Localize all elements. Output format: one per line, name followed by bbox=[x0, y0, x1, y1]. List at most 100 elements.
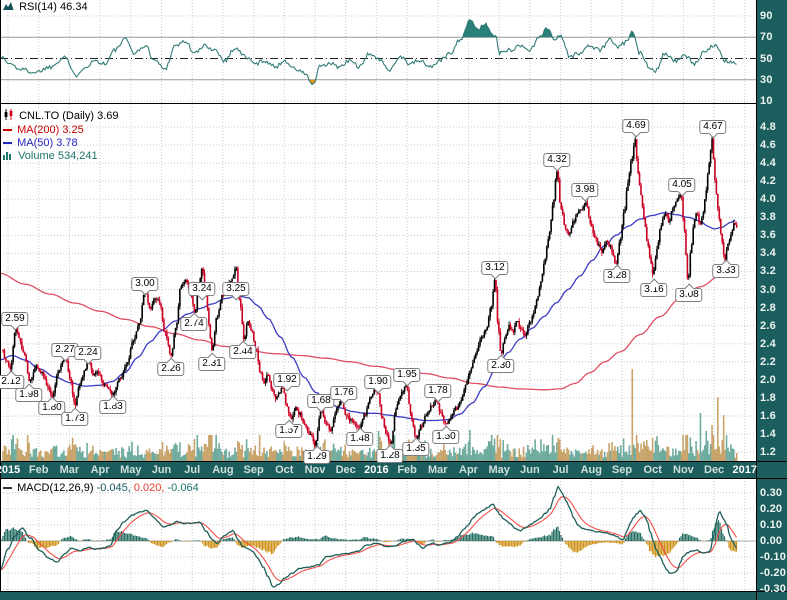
macd-axis-tick: -0.20 bbox=[760, 567, 787, 580]
price-axis-tick: 3.8 bbox=[760, 211, 776, 224]
rsi-legend: RSI(14) 46.34 bbox=[3, 1, 88, 15]
time-axis-label: Feb bbox=[397, 464, 417, 476]
price-annotation: 4.67 bbox=[699, 120, 727, 134]
price-axis-tick: 2.8 bbox=[760, 301, 776, 314]
ma200-value: 3.25 bbox=[62, 124, 84, 136]
time-axis-label: May bbox=[120, 464, 142, 476]
macd-line-icon bbox=[3, 487, 12, 490]
last-price: 3.69 bbox=[97, 110, 119, 122]
price-annotation: 4.69 bbox=[622, 119, 650, 133]
time-axis-label: 2017 bbox=[732, 464, 758, 476]
time-axis-label: Jul bbox=[184, 464, 201, 476]
price-annotation: 4.05 bbox=[668, 178, 696, 192]
time-axis-label: 2016 bbox=[364, 464, 389, 476]
time-axis-label: May bbox=[488, 464, 510, 476]
time-axis-label: Sep bbox=[243, 464, 264, 476]
ma50-line-icon bbox=[3, 142, 12, 145]
time-axis-label: Aug bbox=[212, 464, 234, 476]
price-annotation: 2.30 bbox=[487, 359, 515, 373]
price-annotation: 3.33 bbox=[712, 264, 740, 278]
price-axis-tick: 4.8 bbox=[760, 121, 776, 133]
macd-axis-tick: 0.30 bbox=[760, 486, 783, 499]
rsi-axis-tick: 10 bbox=[760, 95, 773, 107]
price-annotation: 1.76 bbox=[330, 386, 358, 400]
price-axis-tick: 4.4 bbox=[760, 157, 776, 170]
ma50-label: MA(50) bbox=[17, 137, 54, 149]
time-axis-label: Nov bbox=[673, 464, 694, 476]
macd-hist-value: -0.064 bbox=[167, 482, 199, 494]
macd-value: -0.045, bbox=[96, 482, 131, 494]
time-axis-label: Apr bbox=[459, 464, 478, 476]
price-annotation: 3.08 bbox=[675, 288, 703, 302]
macd-label: MACD(12,26,9) bbox=[17, 482, 94, 494]
symbol: CNL.TO bbox=[19, 110, 60, 122]
price-axis-tick: 4.2 bbox=[760, 175, 776, 188]
price-annotation: 1.92 bbox=[273, 373, 301, 387]
time-axis-label: Apr bbox=[90, 464, 110, 476]
price-annotation: 2.44 bbox=[229, 345, 257, 359]
price-axis-tick: 2.0 bbox=[760, 373, 776, 386]
price-annotation: 1.28 bbox=[376, 449, 404, 463]
rsi-value: 46.34 bbox=[60, 1, 88, 13]
price-annotation: 1.50 bbox=[432, 430, 460, 444]
time-axis-label: Jun bbox=[151, 464, 172, 476]
price-annotation: 2.24 bbox=[74, 346, 102, 360]
price-axis-tick: 1.2 bbox=[760, 446, 776, 459]
time-axis-label: Mar bbox=[428, 464, 448, 476]
ma200-label: MA(200) bbox=[17, 124, 60, 136]
price-annotation: 2.31 bbox=[198, 357, 226, 371]
price-axis-tick: 2.6 bbox=[760, 319, 776, 332]
price-annotation: 2.27 bbox=[51, 343, 79, 357]
price-annotation: 1.90 bbox=[364, 375, 392, 389]
rsi-axis-tick: 90 bbox=[760, 10, 773, 22]
area-chart-icon bbox=[3, 1, 14, 15]
price-annotation: 3.16 bbox=[640, 283, 668, 297]
price-annotation: 1.48 bbox=[346, 432, 374, 446]
time-axis-label: Jun bbox=[520, 464, 540, 476]
time-axis-label: Nov bbox=[304, 464, 326, 476]
price-annotation: 1.68 bbox=[307, 394, 335, 408]
price-annotation: 3.00 bbox=[131, 277, 159, 291]
price-annotation: 1.95 bbox=[393, 368, 421, 382]
price-axis-tick: 3.0 bbox=[760, 283, 776, 296]
ma50-value: 3.78 bbox=[56, 137, 78, 149]
price-axis-tick: 2.4 bbox=[760, 337, 776, 350]
time-axis-label: Sep bbox=[611, 464, 633, 476]
rsi-axis-tick: 30 bbox=[760, 73, 773, 86]
price-annotation: 2.26 bbox=[157, 362, 185, 376]
price-axis-tick: 4.6 bbox=[760, 139, 776, 152]
price-annotation: 3.98 bbox=[571, 183, 599, 197]
time-axis-label: Aug bbox=[580, 464, 602, 476]
price-annotation: 1.78 bbox=[424, 384, 452, 398]
price-annotation: 1.29 bbox=[303, 450, 331, 464]
time-axis-label: Oct bbox=[643, 464, 662, 476]
time-axis-label: Mar bbox=[59, 464, 80, 476]
main-legend: CNL.TO (Daily) 3.69 MA(200) 3.25 MA(50) … bbox=[3, 109, 119, 164]
time-axis-label: Feb bbox=[28, 464, 49, 476]
price-annotation: 3.12 bbox=[481, 261, 509, 275]
price-annotation: 3.25 bbox=[222, 282, 250, 296]
volume-label: Volume bbox=[18, 150, 55, 162]
price-annotation: 3.24 bbox=[188, 282, 216, 296]
macd-axis-tick: 0.00 bbox=[760, 535, 783, 547]
macd-signal-value: 0.020, bbox=[133, 482, 165, 494]
price-annotation: 1.98 bbox=[15, 388, 43, 402]
ma200-line-icon bbox=[3, 129, 12, 132]
candlestick-icon bbox=[3, 109, 14, 124]
time-axis-label: 2015 bbox=[0, 464, 21, 476]
price-axis-tick: 1.6 bbox=[760, 409, 776, 422]
price-annotation: 1.35 bbox=[402, 442, 430, 456]
rsi-axis-tick: 70 bbox=[760, 31, 773, 44]
volume-value: 534,241 bbox=[57, 150, 98, 162]
price-axis-tick: 3.4 bbox=[760, 247, 776, 260]
price-axis-tick: 4.0 bbox=[760, 193, 776, 206]
timeframe: (Daily) bbox=[62, 110, 95, 122]
price-annotation: 3.28 bbox=[603, 269, 631, 283]
macd-legend: MACD(12,26,9) -0.045, 0.020, -0.064 bbox=[3, 482, 199, 495]
macd-axis-tick: -0.10 bbox=[760, 551, 787, 564]
macd-axis-tick: 0.20 bbox=[760, 502, 783, 515]
time-axis-label: Jul bbox=[552, 464, 569, 476]
price-annotation: 4.32 bbox=[543, 153, 571, 167]
